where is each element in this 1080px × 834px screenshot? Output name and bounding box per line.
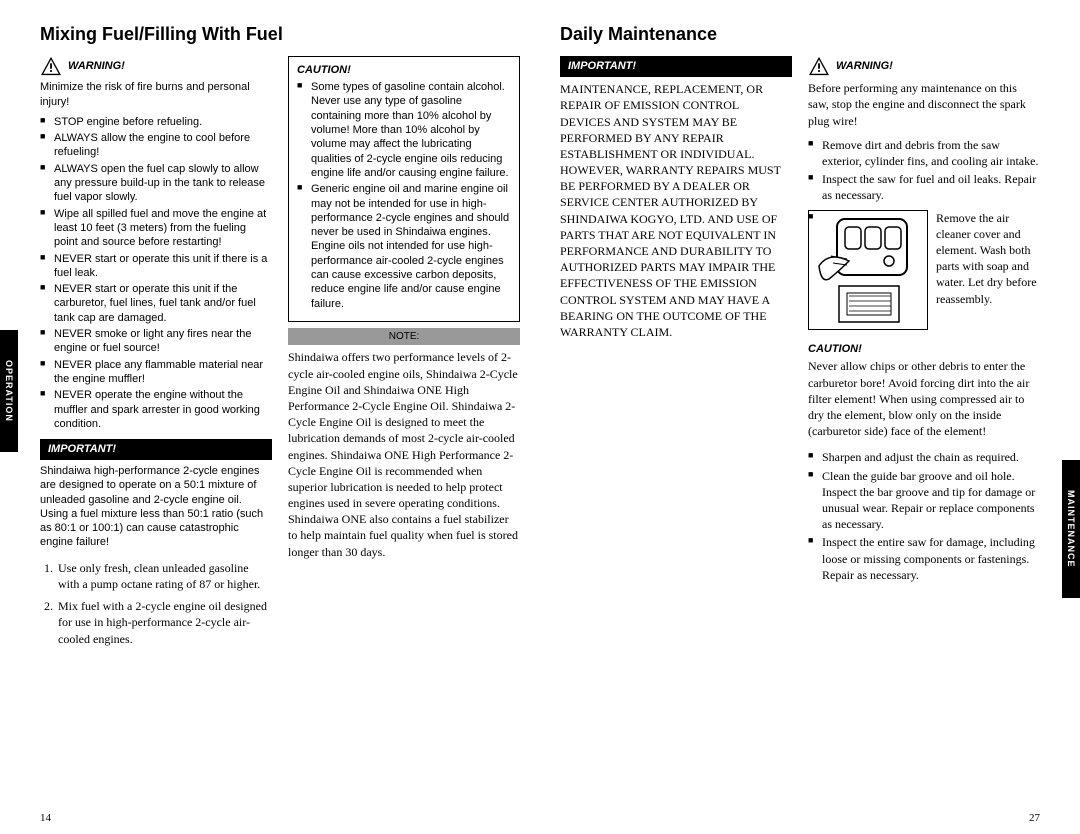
important-banner: IMPORTANT! (560, 56, 792, 77)
page-title: Mixing Fuel/Filling With Fuel (40, 22, 520, 46)
list-item: NEVER start or operate this unit if the … (40, 282, 272, 325)
warning-label: WARNING! (836, 59, 893, 74)
left-col1: WARNING! Minimize the risk of fire burns… (40, 56, 272, 652)
columns: IMPORTANT! MAINTENANCE, REPLACEMENT, OR … (560, 56, 1040, 585)
warning-list: STOP engine before refueling. ALWAYS allo… (40, 115, 272, 431)
side-tab-operation: OPERATION (0, 330, 18, 452)
list-item: NEVER operate the engine without the muf… (40, 388, 272, 431)
list-item: Some types of gasoline contain alcohol. … (297, 80, 511, 180)
page-title: Daily Maintenance (560, 22, 1040, 46)
list-item: Mix fuel with a 2-cycle engine oil desig… (56, 598, 272, 647)
right-col2: WARNING! Before performing any maintenan… (808, 56, 1040, 585)
right-col1: IMPORTANT! MAINTENANCE, REPLACEMENT, OR … (560, 56, 792, 585)
note-banner: NOTE: (288, 328, 520, 346)
caution-list: Some types of gasoline contain alcohol. … (297, 80, 511, 311)
air-cleaner-block: Remove the air cleaner cover and element… (808, 210, 1040, 334)
warning-text: Before performing any maintenance on thi… (808, 80, 1040, 129)
list-item: Inspect the saw for fuel and oil leaks. … (808, 171, 1040, 203)
warning-label: WARNING! (68, 59, 125, 74)
warning-icon (808, 56, 830, 76)
list-item: STOP engine before refueling. (40, 115, 272, 129)
list-item: Inspect the entire saw for damage, inclu… (808, 534, 1040, 583)
steps-list: Use only fresh, clean unleaded gasoline … (40, 560, 272, 647)
list-item: Generic engine oil and marine engine oil… (297, 182, 511, 311)
list-item: Sharpen and adjust the chain as required… (808, 449, 1040, 465)
columns: WARNING! Minimize the risk of fire burns… (40, 56, 520, 652)
page-number: 27 (1029, 811, 1040, 826)
caution-text: Never allow chips or other debris to ent… (808, 358, 1040, 439)
list-item: Use only fresh, clean unleaded gasoline … (56, 560, 272, 592)
page-right: MAINTENANCE Daily Maintenance IMPORTANT!… (540, 0, 1080, 834)
important-text: Shindaiwa high-performance 2-cycle engin… (40, 464, 272, 550)
warning-head: WARNING! (808, 56, 1040, 76)
warning-intro: Minimize the risk of fire burns and pers… (40, 80, 272, 109)
list-item: NEVER place any flammable material near … (40, 358, 272, 387)
list-item: ALWAYS allow the engine to cool before r… (40, 131, 272, 160)
caution-box: CAUTION! Some types of gasoline contain … (288, 56, 520, 322)
note-text: Shindaiwa offers two performance levels … (288, 349, 520, 559)
warning-head: WARNING! (40, 56, 272, 76)
air-text: Remove the air cleaner cover and element… (808, 210, 1040, 307)
important-banner: IMPORTANT! (40, 439, 272, 460)
list-item: NEVER start or operate this unit if ther… (40, 252, 272, 281)
caution-label: CAUTION! (297, 63, 511, 78)
list-item: Wipe all spilled fuel and move the engin… (40, 207, 272, 250)
post-list: Sharpen and adjust the chain as required… (808, 449, 1040, 583)
page-left: OPERATION Mixing Fuel/Filling With Fuel … (0, 0, 540, 834)
caution-label: CAUTION! (808, 342, 1040, 357)
left-col2: CAUTION! Some types of gasoline contain … (288, 56, 520, 652)
list-item: Clean the guide bar groove and oil hole.… (808, 468, 1040, 533)
list-item: NEVER smoke or light any fires near the … (40, 327, 272, 356)
important-text: MAINTENANCE, REPLACEMENT, OR REPAIR OF E… (560, 81, 792, 340)
list-item: ALWAYS open the fuel cap slowly to allow… (40, 162, 272, 205)
pre-list: Remove dirt and debris from the saw exte… (808, 137, 1040, 204)
page-number: 14 (40, 811, 51, 826)
warning-icon (40, 56, 62, 76)
side-tab-maintenance: MAINTENANCE (1062, 460, 1080, 598)
list-item: Remove dirt and debris from the saw exte… (808, 137, 1040, 169)
